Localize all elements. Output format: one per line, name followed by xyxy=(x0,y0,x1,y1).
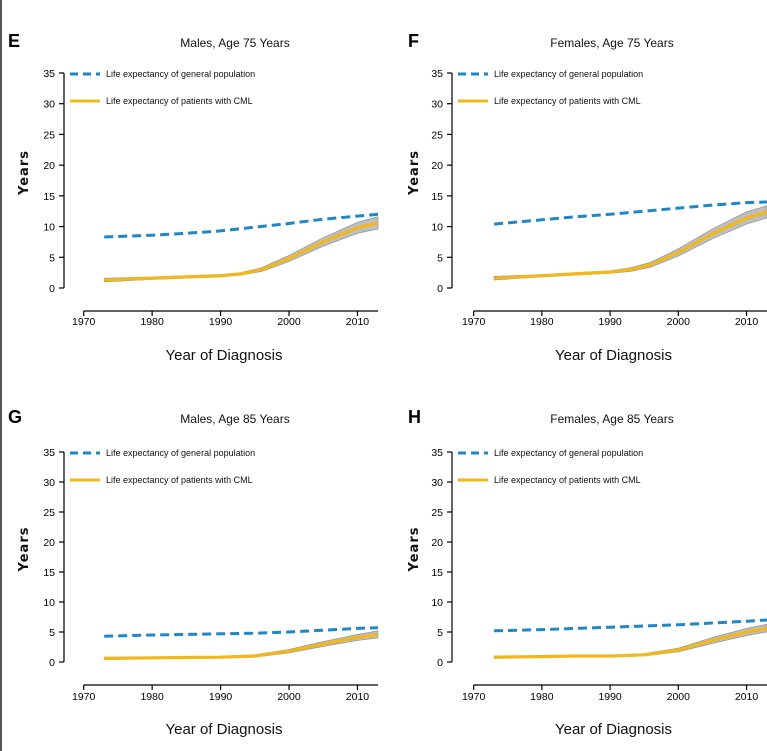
y-tick-label: 30 xyxy=(43,99,55,111)
y-tick-label: 5 xyxy=(437,252,443,264)
y-tick-label: 20 xyxy=(431,160,443,172)
y-axis-title: Years xyxy=(17,527,32,573)
y-tick-label: 0 xyxy=(49,283,55,295)
x-tick-label: 2000 xyxy=(277,316,301,328)
panel-letter: G xyxy=(8,407,22,427)
x-tick-label: 1970 xyxy=(462,316,486,328)
chart-title: Females, Age 85 Years xyxy=(550,412,673,426)
legend-label-general: Life expectancy of general population xyxy=(106,448,255,458)
y-tick-label: 35 xyxy=(431,447,443,459)
y-tick-label: 25 xyxy=(43,129,55,141)
chart-title: Males, Age 75 Years xyxy=(180,36,289,50)
y-tick-label: 15 xyxy=(431,191,443,203)
cml-patients-line xyxy=(494,626,767,659)
y-axis-title: Years xyxy=(407,527,422,573)
chart-panel-g: G Males, Age 85 Years 0 5 10 15 20 25 30 35 1970 19… xyxy=(8,407,379,738)
x-tick-label: 1990 xyxy=(598,316,622,328)
x-axis-title: Year of Diagnosis xyxy=(555,721,672,738)
y-tick-label: 20 xyxy=(431,537,443,549)
general-population-line xyxy=(494,618,767,633)
y-tick-label: 0 xyxy=(49,657,55,669)
general-population-line xyxy=(104,626,379,638)
legend-label-cml: Life expectancy of patients with CML xyxy=(106,96,253,106)
x-tick-label: 2000 xyxy=(667,691,691,703)
y-tick-label: 0 xyxy=(437,283,443,295)
legend-label-cml: Life expectancy of patients with CML xyxy=(106,475,253,485)
general-population-line xyxy=(493,200,767,226)
legend-label-general: Life expectancy of general population xyxy=(494,69,643,79)
legend-label-general: Life expectancy of general population xyxy=(106,69,255,79)
y-tick-label: 5 xyxy=(49,252,55,264)
y-tick-label: 30 xyxy=(431,477,443,489)
x-tick-label: 1990 xyxy=(598,691,622,703)
legend-label-cml: Life expectancy of patients with CML xyxy=(494,475,641,485)
y-tick-label: 25 xyxy=(431,507,443,519)
x-tick-label: 1980 xyxy=(140,316,164,328)
x-tick-label: 2010 xyxy=(735,691,759,703)
y-tick-label: 30 xyxy=(43,477,55,489)
x-tick-label: 2010 xyxy=(735,316,759,328)
x-tick-label: 1970 xyxy=(72,691,96,703)
x-tick-label: 1970 xyxy=(462,691,486,703)
x-tick-label: 1990 xyxy=(209,316,233,328)
panel-letter: F xyxy=(408,31,419,51)
chart-panel-e: E Males, Age 75 Years 0 5 10 15 20 25 30 35 1970 19… xyxy=(8,31,379,364)
y-tick-label: 5 xyxy=(49,627,55,639)
x-axis-title: Year of Diagnosis xyxy=(165,721,282,738)
x-tick-label: 1970 xyxy=(72,316,96,328)
x-tick-label: 1980 xyxy=(140,691,164,703)
page-left-border xyxy=(0,0,2,751)
x-axis-title: Year of Diagnosis xyxy=(165,347,282,364)
x-tick-label: 1990 xyxy=(209,691,233,703)
panel-letter: E xyxy=(8,31,20,51)
y-tick-label: 15 xyxy=(43,567,55,579)
y-tick-label: 35 xyxy=(431,68,443,80)
chart-title: Females, Age 75 Years xyxy=(550,36,673,50)
x-axis-title: Year of Diagnosis xyxy=(555,347,672,364)
x-tick-label: 2000 xyxy=(277,691,301,703)
cml-patients-line xyxy=(494,210,767,280)
x-tick-label: 2010 xyxy=(346,316,370,328)
y-tick-label: 25 xyxy=(431,129,443,141)
y-tick-label: 25 xyxy=(43,507,55,519)
chart-title: Males, Age 85 Years xyxy=(180,412,289,426)
x-tick-label: 1980 xyxy=(530,316,554,328)
x-tick-label: 2010 xyxy=(346,691,370,703)
y-axis-title: Years xyxy=(17,150,32,196)
y-axis-title: Years xyxy=(407,150,422,196)
panel-letter: H xyxy=(408,407,421,427)
y-tick-label: 15 xyxy=(43,191,55,203)
y-tick-label: 35 xyxy=(43,68,55,80)
y-tick-label: 10 xyxy=(431,597,443,609)
legend-label-cml: Life expectancy of patients with CML xyxy=(494,96,641,106)
x-tick-label: 2000 xyxy=(667,316,691,328)
x-tick-label: 1980 xyxy=(530,691,554,703)
cml-confidence-band xyxy=(493,623,767,659)
cml-patients-line xyxy=(104,632,379,660)
y-tick-label: 0 xyxy=(437,657,443,669)
y-tick-label: 30 xyxy=(431,99,443,111)
y-tick-label: 10 xyxy=(43,222,55,234)
cml-confidence-band xyxy=(103,216,379,283)
y-tick-label: 20 xyxy=(43,160,55,172)
y-tick-label: 10 xyxy=(431,222,443,234)
y-tick-label: 35 xyxy=(43,447,55,459)
y-tick-label: 5 xyxy=(437,627,443,639)
legend-label-general: Life expectancy of general population xyxy=(494,448,643,458)
y-tick-label: 10 xyxy=(43,597,55,609)
chart-panel-f: F Females, Age 75 Years 0 5 10 15 20 25 30 35 1970… xyxy=(407,31,767,364)
cml-patients-line xyxy=(104,221,379,282)
y-tick-label: 15 xyxy=(431,567,443,579)
general-population-line xyxy=(104,212,379,239)
chart-panel-h: H Females, Age 85 Years 0 5 10 15 20 25 30 35 1970… xyxy=(407,407,767,738)
y-tick-label: 20 xyxy=(43,537,55,549)
